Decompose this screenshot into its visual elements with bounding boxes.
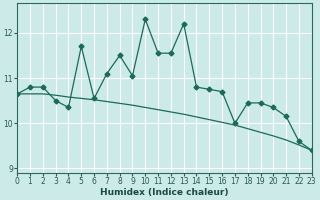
X-axis label: Humidex (Indice chaleur): Humidex (Indice chaleur) bbox=[100, 188, 229, 197]
